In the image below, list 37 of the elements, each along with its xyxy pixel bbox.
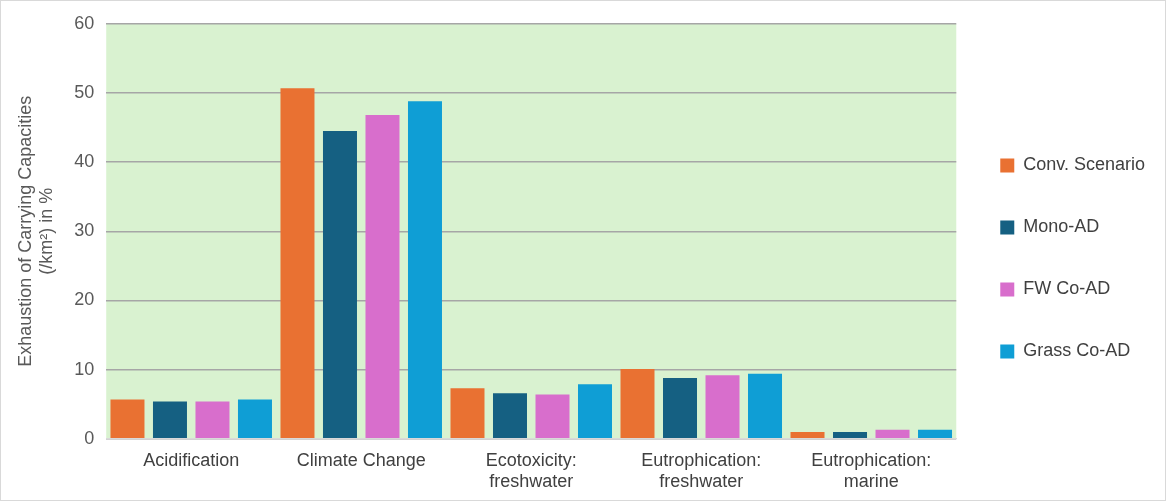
y-axis-title: Exhaustion of Carrying Capacities (/km²) in % xyxy=(14,95,57,367)
bar xyxy=(918,429,953,439)
x-tick-label: Acidification xyxy=(143,449,240,470)
x-tick-label: Eutrophication: marine xyxy=(811,449,932,492)
x-tick-label: Ecotoxicity: freshwater xyxy=(485,449,577,492)
bar xyxy=(322,131,357,439)
bar xyxy=(790,431,825,439)
x-tick-label: Eutrophication: freshwater xyxy=(641,449,762,492)
y-tick-label: 40 xyxy=(74,151,95,172)
bar xyxy=(195,401,230,439)
bar xyxy=(875,429,910,439)
bar xyxy=(237,399,272,439)
bar xyxy=(663,377,698,439)
bar xyxy=(620,368,655,439)
bar xyxy=(833,431,868,439)
legend-label: Conv. Scenario xyxy=(1023,154,1146,175)
y-tick-label: 10 xyxy=(74,358,95,379)
bar xyxy=(748,373,783,439)
legend-label: Mono-AD xyxy=(1023,216,1100,237)
legend-label: Grass Co-AD xyxy=(1023,340,1131,361)
y-tick-label: 60 xyxy=(74,12,95,33)
bar xyxy=(492,393,527,439)
y-tick-label: 50 xyxy=(74,81,95,102)
bar xyxy=(280,88,315,439)
bar xyxy=(152,401,187,439)
y-tick-label: 20 xyxy=(74,289,95,310)
y-tick-label: 0 xyxy=(84,427,95,448)
y-tick-label: 30 xyxy=(74,220,95,241)
bar xyxy=(407,101,442,439)
bar xyxy=(705,375,740,439)
x-tick-label: Climate Change xyxy=(296,449,426,470)
legend-label: FW Co-AD xyxy=(1023,278,1111,299)
bar xyxy=(535,394,570,439)
bar xyxy=(450,388,485,439)
bar xyxy=(365,115,400,439)
bar xyxy=(578,384,612,439)
bar xyxy=(110,399,145,439)
